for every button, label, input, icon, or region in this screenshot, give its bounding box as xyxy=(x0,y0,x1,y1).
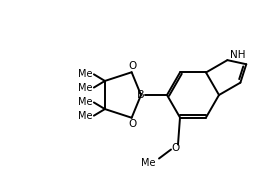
Text: NH: NH xyxy=(230,50,246,60)
Text: Me: Me xyxy=(78,111,93,121)
Text: Me: Me xyxy=(78,69,93,79)
Text: Me: Me xyxy=(141,158,155,168)
Text: O: O xyxy=(129,61,137,71)
Text: O: O xyxy=(171,143,179,152)
Text: Me: Me xyxy=(78,97,93,107)
Text: B: B xyxy=(137,90,145,100)
Text: Me: Me xyxy=(78,83,93,93)
Text: O: O xyxy=(129,119,137,129)
